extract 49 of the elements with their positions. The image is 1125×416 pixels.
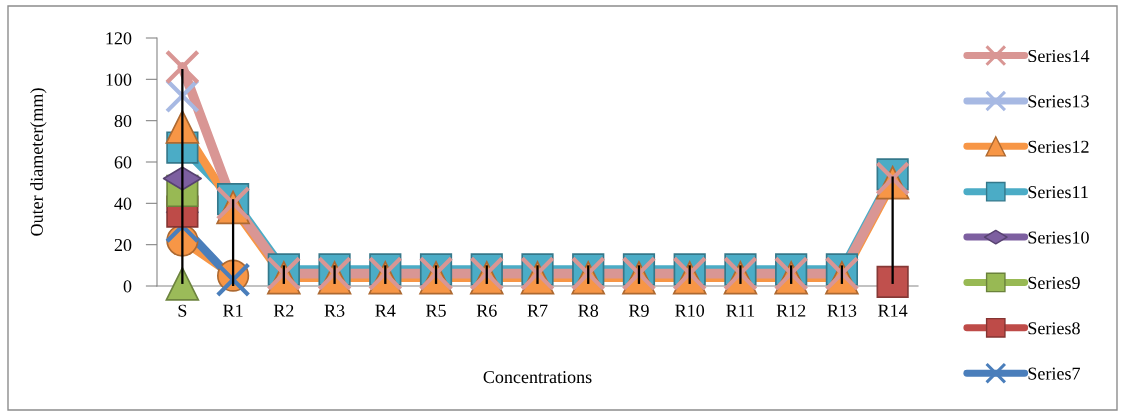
legend-label: Series7 bbox=[1028, 367, 1080, 380]
x-tick-label: R6 bbox=[476, 304, 497, 317]
bar bbox=[333, 265, 336, 284]
x-axis-title: Concentrations bbox=[483, 371, 592, 384]
x-tick-label: R13 bbox=[827, 304, 857, 317]
y-axis-title: Outer diameter(mm) bbox=[30, 88, 47, 236]
legend-label: Series11 bbox=[1028, 186, 1088, 199]
bar bbox=[587, 265, 590, 284]
bar bbox=[637, 265, 641, 284]
x-tick-label: R9 bbox=[628, 304, 649, 317]
bar bbox=[434, 265, 438, 284]
x-tick-label: R14 bbox=[878, 304, 908, 317]
x-tick-label: R3 bbox=[324, 304, 345, 317]
point bbox=[165, 49, 200, 85]
y-tick-label: 100 bbox=[106, 73, 132, 86]
x-tick-label: R4 bbox=[375, 304, 396, 317]
y-tick-label: 60 bbox=[114, 156, 132, 169]
bar bbox=[688, 265, 691, 284]
bar bbox=[739, 265, 742, 284]
x-tick-label: S bbox=[178, 304, 187, 317]
point bbox=[165, 267, 200, 301]
legend-label: Series14 bbox=[1028, 49, 1090, 63]
bar bbox=[181, 69, 184, 284]
y-tick-label: 120 bbox=[106, 32, 132, 45]
bar bbox=[384, 265, 387, 284]
bar bbox=[891, 176, 894, 284]
y-tick-label: 20 bbox=[114, 238, 132, 252]
x-tick-label: R10 bbox=[675, 304, 705, 317]
x-tick-label: R12 bbox=[776, 304, 806, 317]
x-tick-label: R1 bbox=[223, 304, 243, 317]
bar bbox=[840, 265, 844, 284]
legend-label: Series9 bbox=[1028, 276, 1080, 289]
y-tick-label: 40 bbox=[114, 197, 132, 210]
x-tick-label: R5 bbox=[426, 304, 446, 317]
x-tick-label: R8 bbox=[578, 304, 599, 317]
y-tick-label: 0 bbox=[123, 280, 132, 293]
x-tick-label: R2 bbox=[273, 304, 294, 317]
x-tick-label: R11 bbox=[726, 304, 755, 317]
bar bbox=[282, 265, 285, 284]
bar bbox=[790, 265, 793, 284]
legend-label: Series10 bbox=[1028, 231, 1089, 244]
point bbox=[876, 265, 909, 298]
legend-label: Series12 bbox=[1028, 140, 1089, 153]
legend-label: Series8 bbox=[1028, 322, 1080, 335]
y-tick-label: 80 bbox=[114, 114, 132, 128]
x-tick-label: R7 bbox=[527, 304, 548, 317]
legend-label: Series13 bbox=[1028, 95, 1089, 108]
bar bbox=[536, 265, 539, 284]
bar bbox=[485, 265, 488, 284]
